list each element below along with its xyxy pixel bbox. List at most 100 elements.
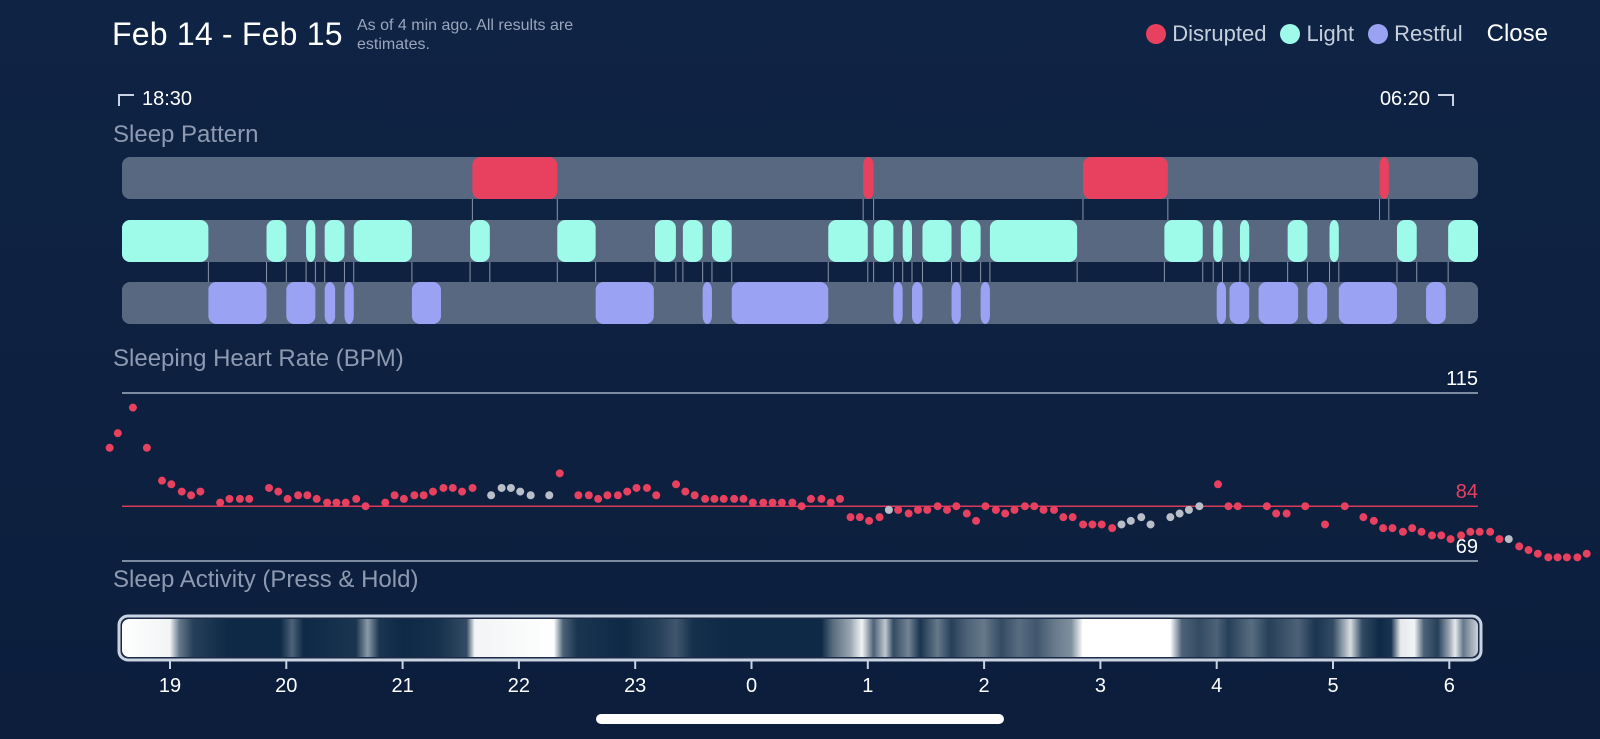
hr-point: [1427, 531, 1436, 540]
hr-point: [652, 491, 661, 500]
hour-tick-label: 6: [1444, 675, 1455, 697]
hr-point: [1146, 520, 1155, 529]
home-indicator[interactable]: [596, 714, 1004, 724]
hr-point: [1369, 516, 1378, 525]
light-segment: [960, 220, 981, 262]
hr-point: [681, 487, 690, 496]
hr-point: [142, 443, 151, 452]
hour-tick-label: 19: [159, 675, 181, 697]
hr-point: [303, 491, 312, 500]
hr-point: [1301, 502, 1310, 511]
light-dot-icon: [1280, 24, 1301, 44]
hr-point: [1398, 527, 1407, 536]
hr-point: [1030, 502, 1039, 511]
hr-point: [516, 487, 525, 496]
light-segment: [902, 220, 912, 262]
hour-tick-label: 5: [1327, 675, 1338, 697]
hour-tick-label: 23: [624, 675, 646, 697]
hr-point: [855, 513, 864, 522]
hr-point: [1408, 524, 1417, 533]
hr-point: [1224, 502, 1233, 511]
hr-point: [216, 498, 225, 507]
hr-point: [613, 491, 622, 500]
restful-segment: [911, 282, 923, 324]
light-segment: [1164, 220, 1203, 262]
hr-point: [1001, 509, 1010, 518]
update-status: As of 4 min ago. All results are estimat…: [357, 17, 574, 53]
light-segment: [654, 220, 676, 262]
hr-point: [1321, 520, 1329, 529]
hr-reference-label: 115: [1446, 368, 1478, 390]
hr-point: [865, 516, 874, 525]
light-segment: [922, 220, 952, 262]
hr-point: [332, 498, 341, 507]
restful-segment: [893, 282, 903, 324]
hr-point: [1524, 546, 1533, 555]
sleep-activity-chart[interactable]: 19 20 21 22 23 0 1 2 3 4 5 6: [0, 610, 1600, 705]
hr-point: [187, 491, 196, 500]
hr-point: [1486, 527, 1495, 536]
hr-point: [972, 516, 981, 525]
hr-point: [458, 487, 467, 496]
light-segment: [873, 220, 894, 262]
light-segment: [1287, 220, 1308, 262]
hr-point: [690, 491, 699, 500]
hr-point: [245, 494, 254, 503]
hr-point: [1108, 524, 1117, 533]
heart-rate-chart: 115 84 69: [105, 368, 1591, 562]
hr-point: [1039, 505, 1048, 514]
hr-point: [594, 494, 603, 503]
hr-point: [913, 505, 922, 514]
restful-segment: [286, 282, 316, 324]
light-segment: [324, 220, 345, 262]
hour-tick-label: 2: [979, 675, 990, 697]
hr-point: [1020, 502, 1029, 511]
light-segment: [1448, 220, 1478, 262]
bracket-right-icon: [1438, 93, 1454, 106]
hour-tick-label: 4: [1211, 675, 1222, 697]
hr-point: [1166, 513, 1175, 522]
hour-tick-label: 0: [746, 675, 757, 697]
hr-point: [113, 429, 122, 438]
legend-label: Light: [1306, 21, 1355, 46]
hr-point: [1379, 524, 1388, 533]
hr-point: [225, 494, 234, 503]
hr-point: [797, 502, 806, 511]
hr-point: [235, 494, 244, 503]
light-segment: [353, 220, 412, 262]
hr-point: [419, 491, 428, 500]
hr-point: [933, 502, 942, 511]
start-time: 18:30: [118, 88, 192, 111]
light-segment: [1329, 220, 1339, 262]
hr-point: [283, 494, 292, 503]
hr-point: [1050, 505, 1059, 514]
hr-point: [1562, 553, 1571, 562]
hr-point: [361, 502, 370, 511]
hr-point: [1282, 509, 1291, 518]
hr-point: [487, 491, 496, 500]
hr-point: [1137, 513, 1146, 522]
light-segment: [828, 220, 868, 262]
hr-point: [1533, 549, 1542, 558]
light-segment: [557, 220, 596, 262]
restful-segment: [1307, 282, 1328, 324]
restful-segment: [951, 282, 961, 324]
hr-point: [632, 483, 641, 492]
hr-point: [777, 498, 786, 507]
hr-point: [623, 487, 632, 496]
hr-point: [748, 498, 757, 507]
page-title: Feb 14 - Feb 15: [112, 16, 343, 52]
hr-point: [1475, 527, 1484, 536]
hr-point: [167, 480, 176, 489]
close-button[interactable]: Close: [1486, 20, 1548, 47]
hr-point: [1175, 509, 1184, 518]
restful-segment: [980, 282, 990, 324]
hr-point: [410, 491, 419, 500]
hr-point: [1195, 502, 1204, 511]
restful-segment: [344, 282, 354, 324]
hour-tick-label: 21: [391, 675, 413, 697]
hr-point: [526, 491, 535, 500]
hr-point: [584, 491, 593, 500]
legend-item-light: Light: [1280, 21, 1354, 47]
hr-point: [1457, 531, 1466, 540]
